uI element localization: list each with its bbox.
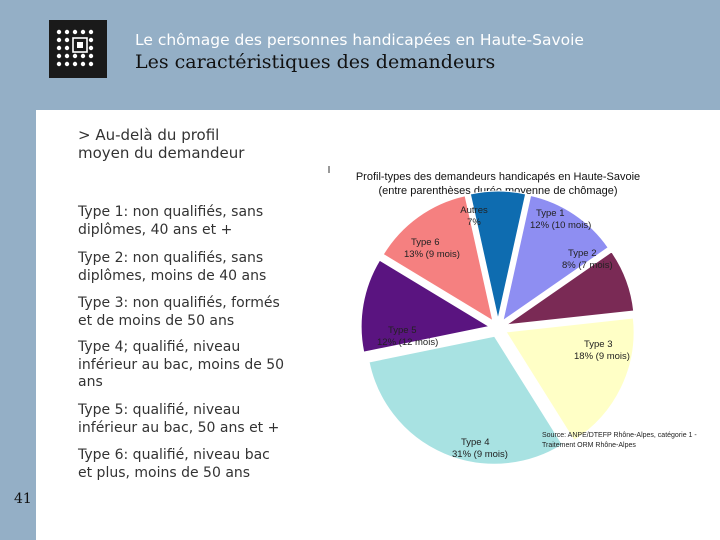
pie-slice-type-1 [502, 194, 609, 322]
type-5-line-2: inférieur au bac, 50 ans et + [78, 419, 280, 436]
type-1-line-1: Type 1: non qualifiés, sans [78, 204, 264, 220]
pie-slice-type-2 [506, 251, 635, 326]
type-6-line-2: et plus, moins de 50 ans [78, 464, 251, 481]
type-1-line-2: diplômes, 40 ans et + [78, 221, 233, 238]
slice-label-value-type-5: 12% (12 mois) [377, 337, 438, 348]
type-6-line-1: Type 6: qualifié, niveau bac [78, 447, 270, 463]
type-3-line-1: Type 3: non qualifiés, formés [78, 295, 280, 311]
slice-label-value-type-6: 13% (9 mois) [404, 249, 460, 260]
page-number: 41 [14, 491, 32, 507]
pie-slice-type-4 [368, 335, 564, 465]
header-title: Les caractéristiques des demandeurs [135, 51, 496, 73]
type-1-description: Type 1: non qualifiés, sans diplômes, 40… [78, 204, 314, 239]
section-heading: > Au-delà du profil moyen du demandeur [78, 126, 308, 162]
slice-label-value-type-3: 18% (9 mois) [574, 351, 630, 362]
type-2-description: Type 2: non qualifiés, sans diplômes, mo… [78, 250, 314, 285]
chart-title: Profil-types des demandeurs handicapés e… [356, 171, 640, 183]
type-6-description: Type 6: qualifié, niveau bac et plus, mo… [78, 447, 314, 482]
pie-slices [360, 190, 635, 465]
chart-source-line-2: Traitement ORM Rhône-Alpes [542, 442, 636, 449]
slice-label-name-type-6: Type 6 [411, 237, 440, 248]
type-3-line-2: et de moins de 50 ans [78, 312, 235, 329]
pie-chart: Profil-types des demandeurs handicapés e… [328, 166, 697, 465]
pie-slice-autres [469, 190, 527, 320]
type-5-description: Type 5: qualifié, niveau inférieur au ba… [78, 402, 314, 437]
type-4-description: Type 4; qualifié, niveau inférieur au ba… [78, 339, 314, 392]
logo [49, 20, 107, 78]
content-card: > Au-delà du profil moyen du demandeur T… [36, 110, 720, 540]
slice-label-value-type-2: 8% (7 mois) [562, 260, 613, 271]
pie-slice-type-3 [505, 317, 635, 442]
type-2-line-2: diplômes, moins de 40 ans [78, 267, 267, 284]
type-4-line-1: Type 4; qualifié, niveau [78, 339, 241, 355]
pie-slice-type-5 [360, 259, 491, 353]
dot-grid-logo-icon [56, 29, 94, 67]
type-2-line-1: Type 2: non qualifiés, sans [78, 250, 264, 266]
type-4-line-2: inférieur au bac, moins de 50 [78, 356, 285, 373]
slice-label-name-type-3: Type 3 [584, 339, 613, 350]
slice-label-name-autres: Autres [460, 205, 488, 216]
type-5-line-1: Type 5: qualifié, niveau [78, 402, 241, 418]
slice-label-value-type-1: 12% (10 mois) [530, 220, 591, 231]
type-4-line-3: ans [78, 374, 103, 390]
slice-label-name-type-4: Type 4 [461, 437, 490, 448]
slice-label-name-type-1: Type 1 [536, 208, 565, 219]
chart-source-line-1: Source: ANPE/DTEFP Rhône-Alpes, catégori… [542, 432, 697, 439]
slice-label-name-type-2: Type 2 [568, 248, 597, 259]
slice-label-value-type-4: 31% (9 mois) [452, 449, 508, 460]
slice-label-value-autres: 7% [467, 217, 481, 228]
type-3-description: Type 3: non qualifiés, formés et de moin… [78, 295, 314, 330]
header-subtitle: Le chômage des personnes handicapées en … [135, 31, 584, 49]
section-heading-line-2: moyen du demandeur [78, 144, 245, 162]
pie-slice-type-6 [382, 195, 494, 322]
slice-label-name-type-5: Type 5 [388, 325, 417, 336]
section-heading-line-1: > Au-delà du profil [78, 126, 220, 144]
